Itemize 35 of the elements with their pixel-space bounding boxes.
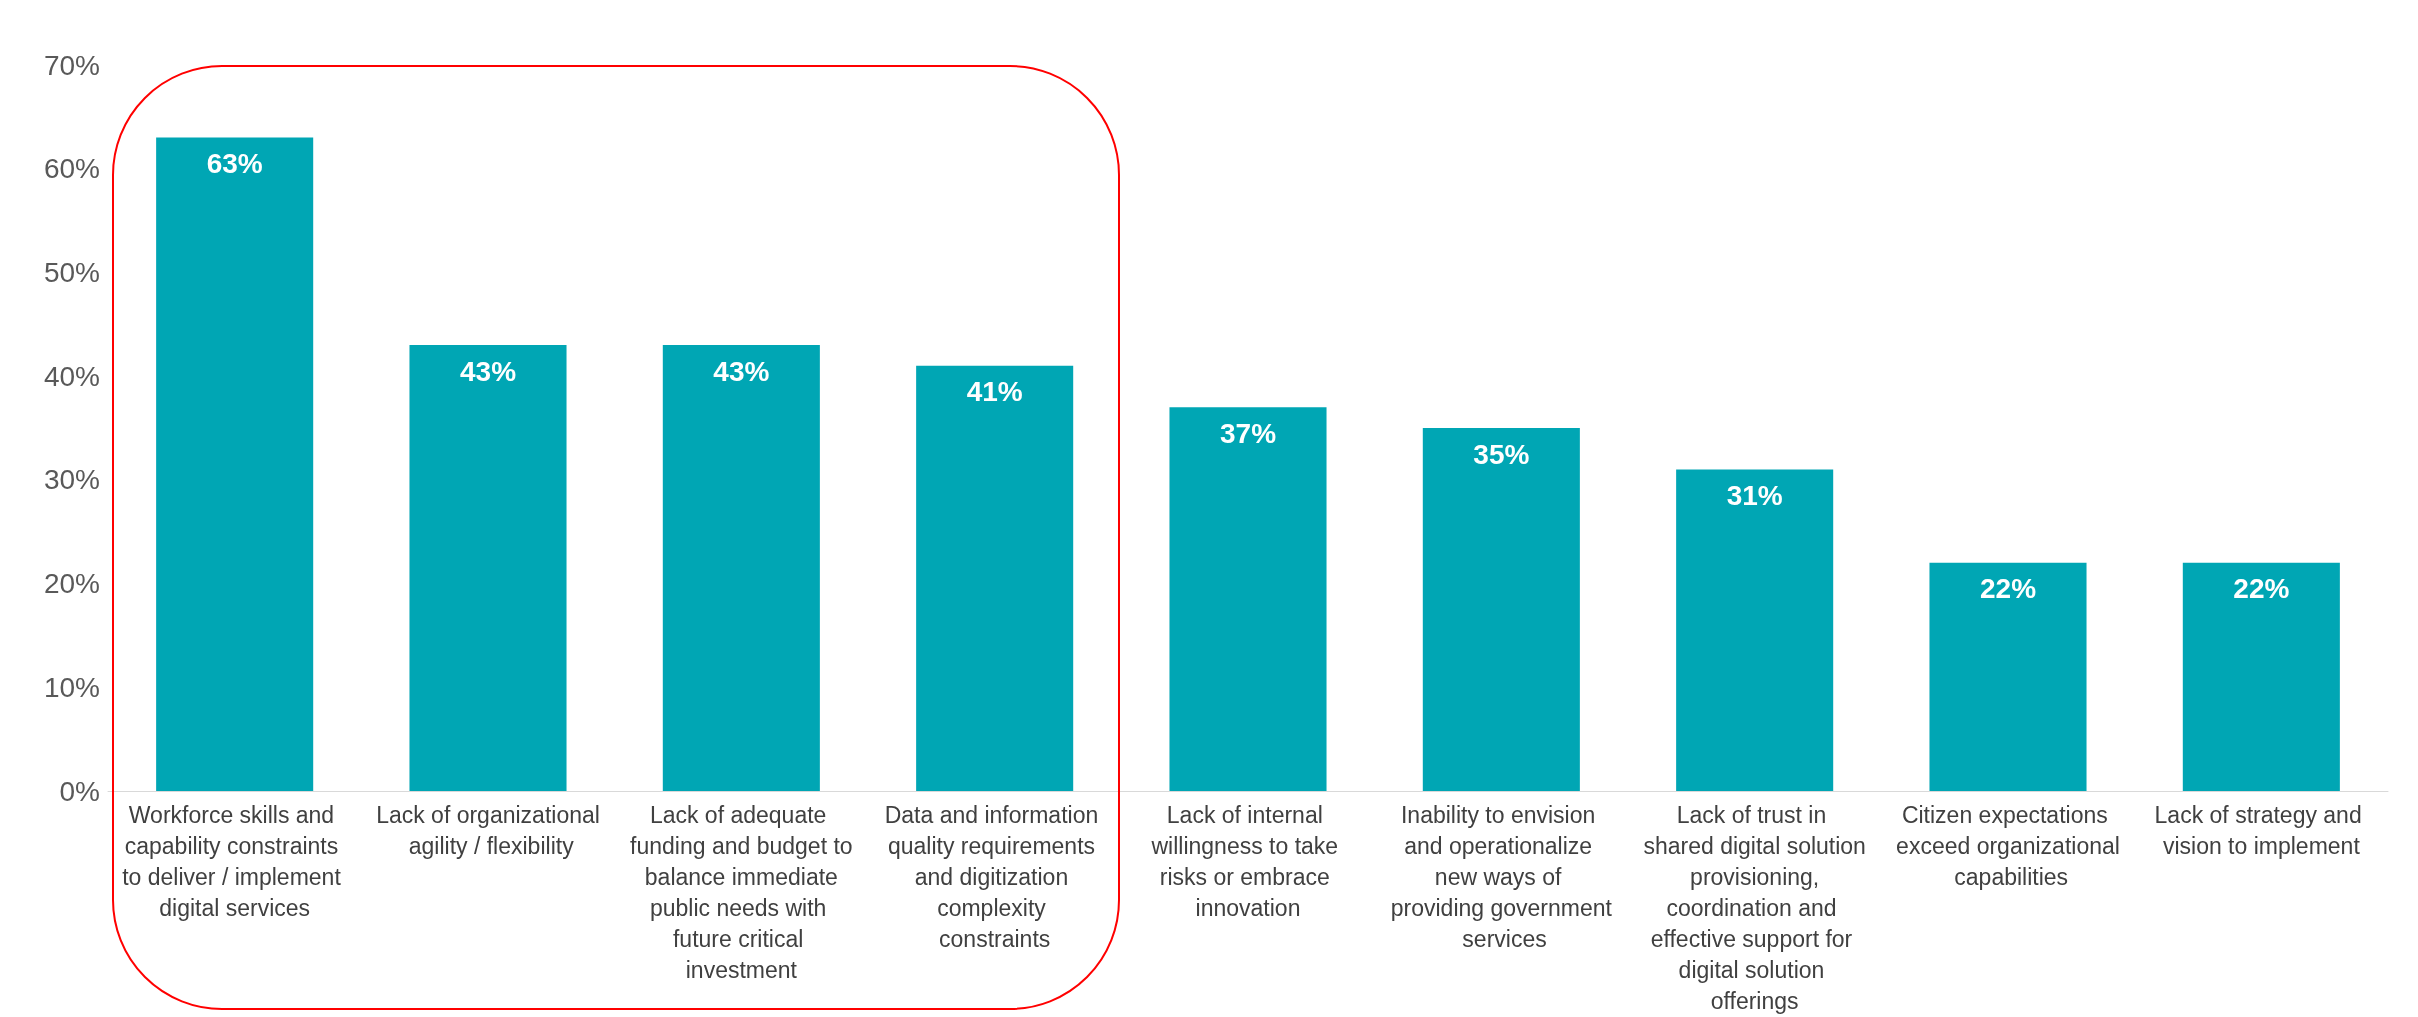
x-tick-label: Lack of internal willingness to take risks or embrace innovation xyxy=(1150,801,1345,921)
y-tick-label: 60% xyxy=(43,153,100,185)
y-tick-label: 20% xyxy=(43,568,100,600)
y-tick-label: 0% xyxy=(59,775,100,807)
y-tick-label: 40% xyxy=(43,360,100,392)
bar xyxy=(1169,407,1327,791)
data-label: 43% xyxy=(713,355,770,387)
x-tick-label: Data and information quality requirements and digitization complexity constraints xyxy=(884,801,1105,952)
x-tick-label: Lack of strategy and vision to implement xyxy=(2154,801,2369,859)
bar xyxy=(1676,469,1834,791)
data-label: 37% xyxy=(1219,417,1277,449)
data-label: 22% xyxy=(2233,573,2290,605)
data-label: 31% xyxy=(1726,479,1783,511)
bar xyxy=(1929,562,2087,791)
data-label: 22% xyxy=(1979,573,2037,605)
bar xyxy=(2182,562,2340,791)
y-tick-label: 70% xyxy=(43,49,100,81)
bar xyxy=(662,345,820,791)
x-tick-label: Lack of adequate funding and budget to balance immediate public needs with future critical investment xyxy=(630,801,853,983)
bar xyxy=(916,365,1074,791)
x-tick-label: Lack of trust in shared digital solution provisioning, coordination and effective support for digital solution offerings xyxy=(1643,801,1866,1014)
data-label: 35% xyxy=(1473,438,1530,470)
bar xyxy=(1422,428,1580,791)
y-tick-label: 10% xyxy=(43,671,100,703)
x-tick-label: Workforce skills and capability constraints to deliver / implement digital services xyxy=(122,801,348,921)
x-tick-label: Lack of organizational agility / flexibility xyxy=(376,801,600,859)
data-label: 41% xyxy=(966,376,1023,408)
data-label: 63% xyxy=(206,148,263,180)
x-tick-label: Inability to envision and operationalize new ways of providing government services xyxy=(1390,801,1613,952)
y-tick-label: 50% xyxy=(43,256,100,288)
y-tick-label: 30% xyxy=(43,464,100,496)
bar xyxy=(409,345,567,791)
data-label: 43% xyxy=(459,355,517,387)
bar xyxy=(156,137,314,791)
x-tick-label: Citizen expectations exceed organizational capabilities xyxy=(1896,801,2120,890)
